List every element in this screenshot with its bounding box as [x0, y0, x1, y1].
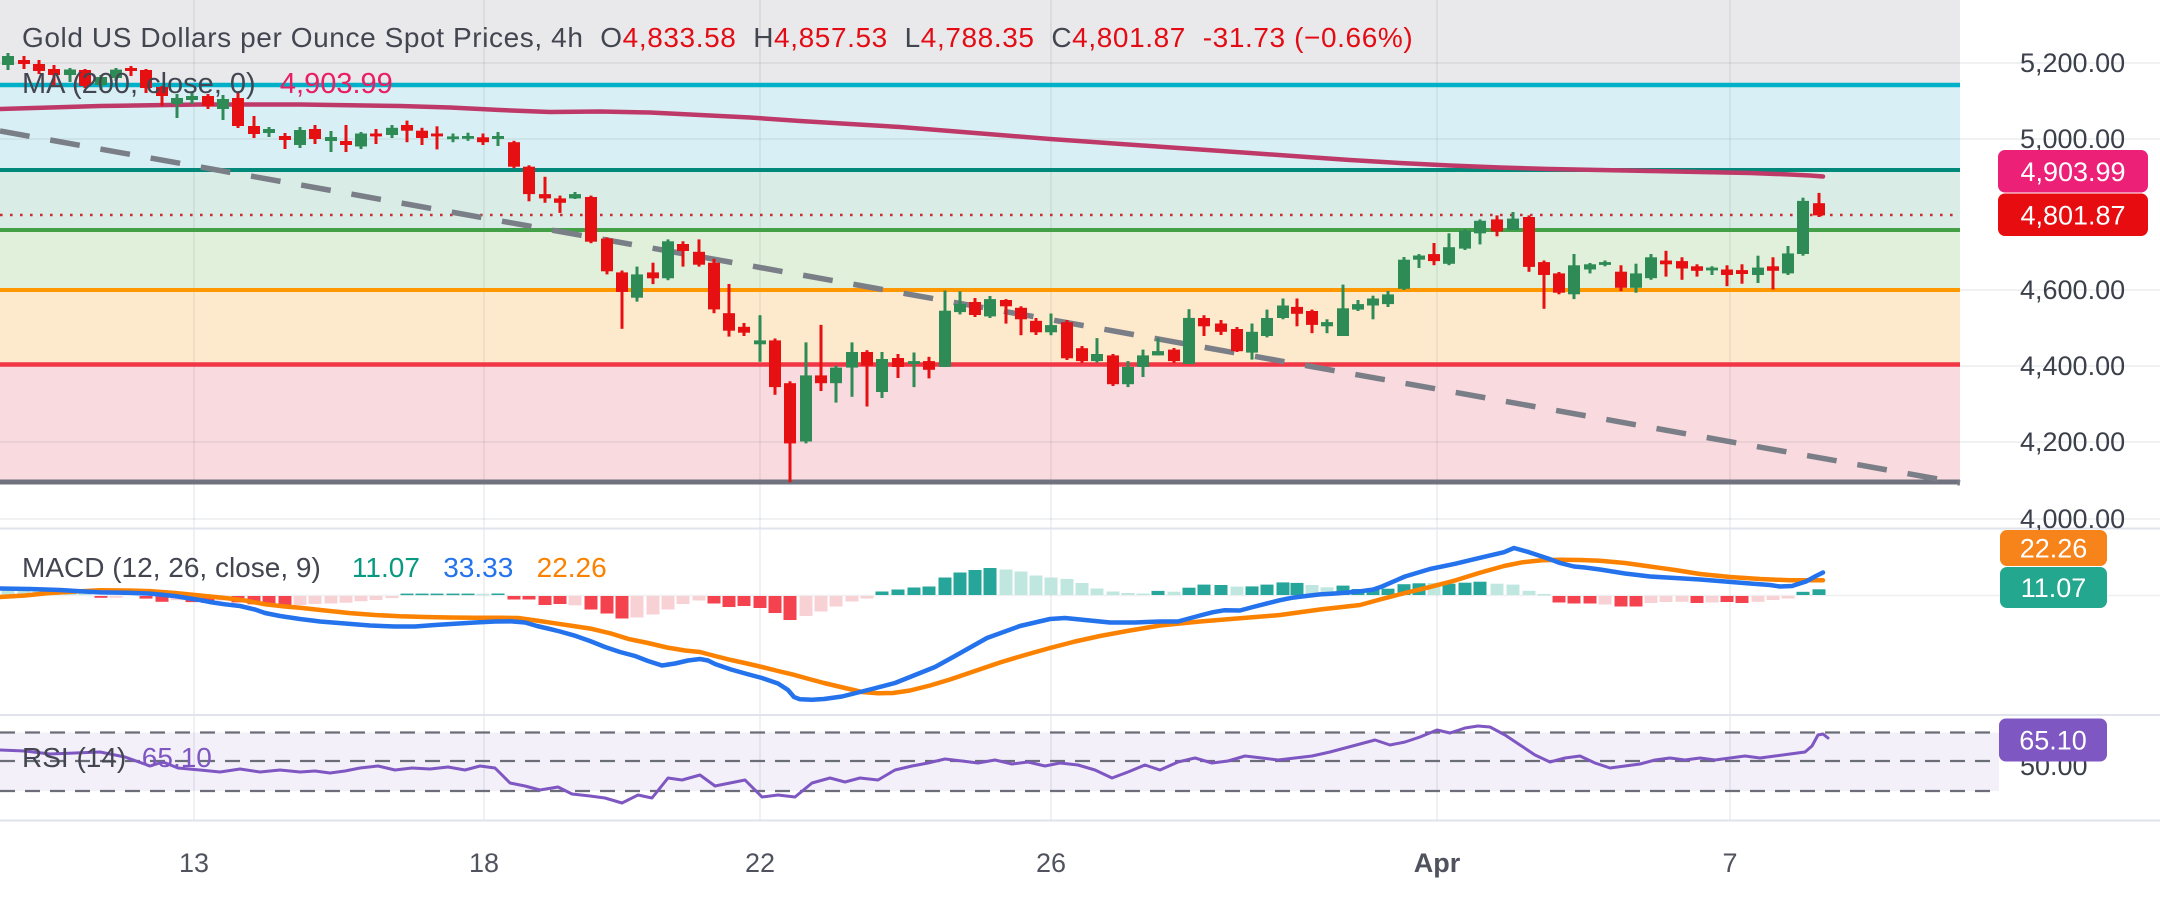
svg-text:RSI (14) 65.10: RSI (14) 65.10	[22, 742, 212, 773]
svg-text:11.07: 11.07	[2021, 573, 2087, 603]
svg-text:13: 13	[179, 848, 209, 878]
svg-text:MACD (12, 26, close, 9) 11.: MACD (12, 26, close, 9) 11.07 33.33 22.2…	[22, 552, 607, 583]
svg-text:MA (200, close, 0) 4,903.99: MA (200, close, 0) 4,903.99	[22, 68, 393, 100]
svg-text:5,200.00: 5,200.00	[2020, 48, 2125, 78]
svg-text:5,000.00: 5,000.00	[2020, 124, 2125, 154]
svg-text:4,903.99: 4,903.99	[2020, 157, 2125, 187]
svg-text:26: 26	[1036, 848, 1066, 878]
svg-text:4,801.87: 4,801.87	[2020, 200, 2125, 230]
svg-text:4,000.00: 4,000.00	[2020, 504, 2125, 534]
svg-text:4,200.00: 4,200.00	[2020, 427, 2125, 457]
svg-text:4,600.00: 4,600.00	[2020, 275, 2125, 305]
svg-text:4,400.00: 4,400.00	[2020, 351, 2125, 381]
svg-text:7: 7	[1722, 848, 1737, 878]
svg-text:22: 22	[745, 848, 775, 878]
svg-text:65.10: 65.10	[2019, 726, 2087, 756]
svg-text:18: 18	[469, 848, 499, 878]
svg-text:Apr: Apr	[1414, 848, 1461, 878]
svg-text:22.26: 22.26	[2020, 534, 2088, 564]
svg-text:Gold US Dollars per Ounce Spot: Gold US Dollars per Ounce Spot Prices, 4…	[22, 22, 1413, 53]
